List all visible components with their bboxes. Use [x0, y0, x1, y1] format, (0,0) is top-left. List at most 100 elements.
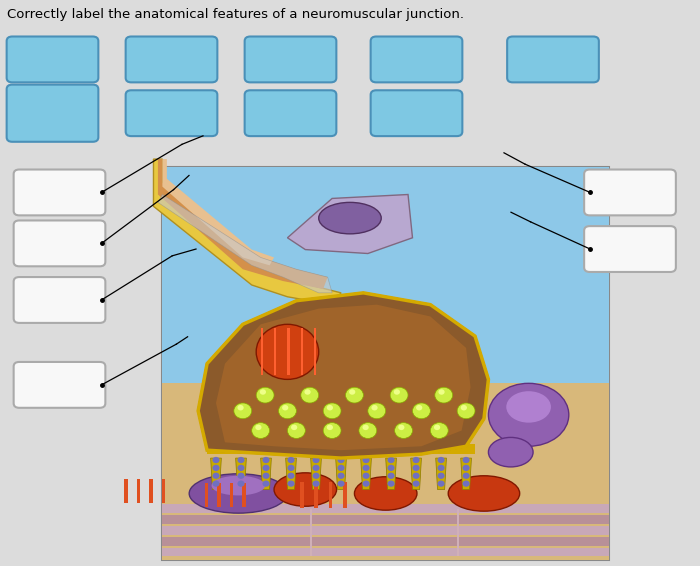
- Ellipse shape: [388, 481, 395, 487]
- Ellipse shape: [237, 405, 244, 410]
- Ellipse shape: [463, 473, 470, 479]
- FancyBboxPatch shape: [6, 84, 98, 142]
- Ellipse shape: [262, 457, 270, 463]
- Ellipse shape: [262, 473, 270, 479]
- Bar: [314, 328, 316, 375]
- FancyBboxPatch shape: [245, 36, 336, 82]
- Ellipse shape: [463, 481, 470, 487]
- Ellipse shape: [412, 403, 430, 419]
- Ellipse shape: [323, 403, 341, 419]
- Ellipse shape: [363, 457, 370, 463]
- Ellipse shape: [327, 424, 333, 430]
- Ellipse shape: [274, 473, 337, 506]
- Ellipse shape: [301, 387, 318, 403]
- Ellipse shape: [390, 387, 408, 403]
- Ellipse shape: [212, 481, 220, 487]
- Text: ACh receptor: ACh receptor: [252, 53, 329, 66]
- Ellipse shape: [237, 481, 244, 487]
- Polygon shape: [158, 195, 332, 293]
- Ellipse shape: [363, 481, 370, 487]
- Bar: [260, 328, 263, 375]
- Ellipse shape: [312, 473, 320, 479]
- Ellipse shape: [346, 387, 363, 403]
- Polygon shape: [216, 305, 470, 450]
- Ellipse shape: [256, 424, 262, 430]
- Ellipse shape: [337, 473, 344, 479]
- Polygon shape: [435, 458, 447, 490]
- Bar: [149, 479, 153, 503]
- Ellipse shape: [388, 473, 395, 479]
- Ellipse shape: [438, 389, 444, 395]
- Ellipse shape: [237, 473, 244, 479]
- Ellipse shape: [359, 423, 377, 439]
- Ellipse shape: [304, 389, 311, 395]
- Ellipse shape: [212, 473, 220, 479]
- Ellipse shape: [461, 405, 467, 410]
- Bar: [288, 328, 290, 375]
- Ellipse shape: [291, 424, 298, 430]
- Ellipse shape: [388, 465, 395, 471]
- Ellipse shape: [349, 389, 356, 395]
- Ellipse shape: [412, 473, 419, 479]
- Ellipse shape: [412, 457, 419, 463]
- Ellipse shape: [489, 438, 533, 467]
- Ellipse shape: [211, 476, 265, 495]
- Ellipse shape: [463, 465, 470, 471]
- Ellipse shape: [337, 457, 344, 463]
- Ellipse shape: [363, 465, 370, 471]
- Polygon shape: [162, 159, 274, 265]
- Polygon shape: [311, 458, 321, 490]
- Bar: [162, 479, 165, 503]
- Ellipse shape: [288, 465, 295, 471]
- Bar: [204, 483, 208, 507]
- Text: Axon
terminal: Axon terminal: [146, 45, 197, 74]
- FancyBboxPatch shape: [6, 36, 98, 82]
- Ellipse shape: [256, 324, 318, 379]
- Ellipse shape: [506, 391, 551, 423]
- Ellipse shape: [438, 481, 444, 487]
- Bar: [301, 328, 303, 375]
- Ellipse shape: [288, 423, 305, 439]
- Ellipse shape: [256, 387, 274, 403]
- Polygon shape: [360, 458, 372, 490]
- Text: Motor nerve
fiber: Motor nerve fiber: [136, 99, 207, 127]
- Bar: [310, 509, 312, 556]
- Ellipse shape: [282, 405, 288, 410]
- Ellipse shape: [288, 481, 295, 487]
- Ellipse shape: [434, 424, 440, 430]
- Ellipse shape: [212, 465, 220, 471]
- Ellipse shape: [372, 405, 378, 410]
- Ellipse shape: [363, 473, 370, 479]
- Ellipse shape: [237, 465, 244, 471]
- Ellipse shape: [323, 423, 341, 439]
- Ellipse shape: [388, 457, 395, 463]
- Text: Basal lamina: Basal lamina: [253, 107, 328, 119]
- Bar: [162, 167, 609, 560]
- Text: Correctly label the anatomical features of a neuromuscular junction.: Correctly label the anatomical features …: [7, 8, 464, 22]
- Ellipse shape: [398, 424, 405, 430]
- Text: Postsynaptic
membrane
folds: Postsynaptic membrane folds: [15, 91, 90, 135]
- Bar: [162, 383, 609, 560]
- FancyBboxPatch shape: [14, 362, 106, 408]
- Text: Schwann cell: Schwann cell: [514, 53, 592, 66]
- Bar: [162, 504, 609, 513]
- Polygon shape: [461, 458, 471, 490]
- FancyBboxPatch shape: [584, 226, 676, 272]
- FancyBboxPatch shape: [126, 36, 217, 82]
- Bar: [136, 479, 140, 503]
- Ellipse shape: [288, 473, 295, 479]
- Polygon shape: [260, 458, 272, 490]
- Ellipse shape: [234, 403, 252, 419]
- Polygon shape: [236, 458, 246, 490]
- Bar: [230, 483, 233, 507]
- Ellipse shape: [395, 423, 412, 439]
- FancyBboxPatch shape: [245, 90, 336, 136]
- FancyBboxPatch shape: [14, 170, 106, 216]
- Ellipse shape: [435, 387, 453, 403]
- Polygon shape: [288, 195, 412, 254]
- Bar: [162, 537, 609, 546]
- Ellipse shape: [262, 465, 270, 471]
- Bar: [329, 482, 332, 508]
- Bar: [343, 482, 346, 508]
- Text: Synaptic cleft: Synaptic cleft: [377, 53, 456, 66]
